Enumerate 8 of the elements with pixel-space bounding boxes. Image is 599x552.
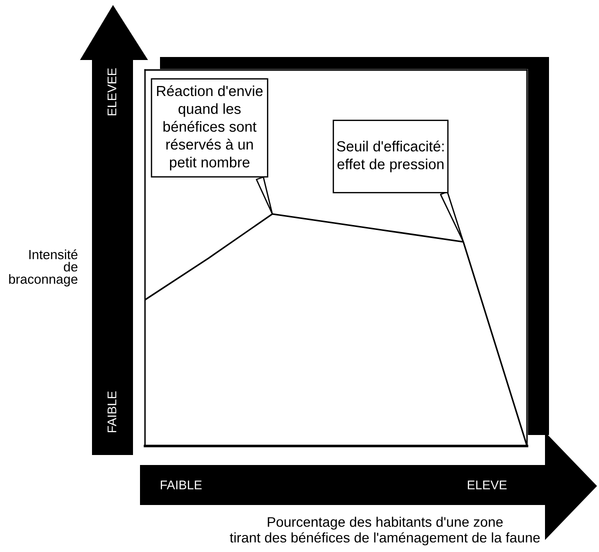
text: Pourcentage des habitants d'une zone tirant des bénéfices de l'aménagement de la faune	[230, 516, 540, 546]
text: FAIBLE	[160, 480, 202, 490]
text: ELEVE	[468, 480, 507, 490]
text: FAIBLE	[108, 391, 116, 432]
text: Intensité de braconnage	[9, 249, 78, 286]
text: Réaction d'envie quand les bénéfices sont réservés à un petit nombre	[157, 85, 263, 170]
text: ELEVEE	[108, 68, 116, 116]
text: Seuil d'efficacité: effet de pression	[336, 140, 444, 172]
